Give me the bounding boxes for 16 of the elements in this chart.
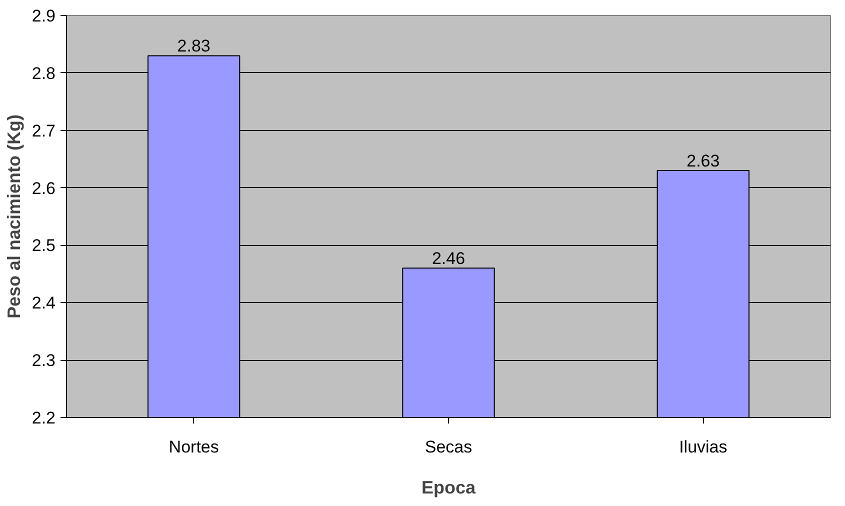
y-axis-title: Peso al nacimiento (Kg) xyxy=(4,114,24,319)
y-tick-label: 2.8 xyxy=(32,64,56,83)
x-tick-label: Secas xyxy=(424,438,472,456)
y-tick-label: 2.7 xyxy=(32,121,56,140)
data-label: 2.63 xyxy=(686,152,720,171)
y-tick-label: 2.4 xyxy=(32,294,56,313)
x-axis-title: Epoca xyxy=(421,478,476,498)
data-label: 2.83 xyxy=(177,36,210,56)
x-tick-label: Nortes xyxy=(168,438,219,456)
y-tick-label: 2.9 xyxy=(32,6,56,26)
y-tick-label: 2.3 xyxy=(32,351,56,370)
data-label: 2.46 xyxy=(432,249,466,268)
y-tick-label: 2.6 xyxy=(32,178,56,198)
y-tick-label: 2.5 xyxy=(32,236,56,256)
y-tick-label: 2.2 xyxy=(32,408,56,428)
x-tick-label: Iluvias xyxy=(679,438,728,456)
